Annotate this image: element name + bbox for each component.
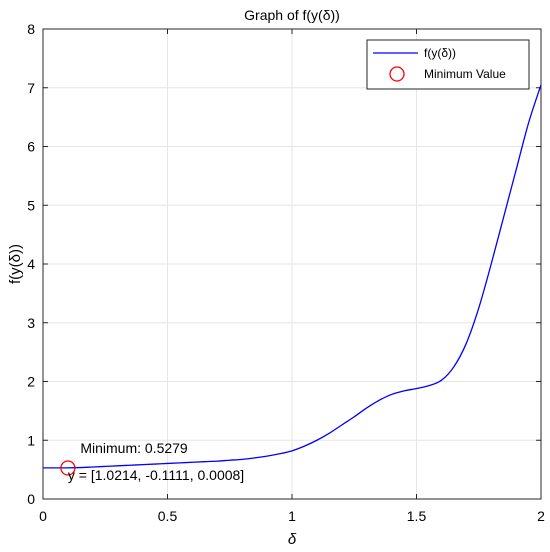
y-tick-label: 6 xyxy=(27,139,35,155)
y-tick-label: 7 xyxy=(27,80,35,96)
y-tick-label: 4 xyxy=(27,256,35,272)
x-tick-label: 1 xyxy=(288,508,296,524)
chart-title: Graph of f(y(δ)) xyxy=(244,7,340,23)
y-tick-label: 3 xyxy=(27,315,35,331)
y-tick-label: 8 xyxy=(27,21,35,37)
annotation-minimum: Minimum: 0.5279 xyxy=(80,440,188,456)
legend-marker-minimum xyxy=(389,66,405,82)
y-axis-label: f(y(δ)) xyxy=(7,244,24,284)
x-axis-label: δ xyxy=(288,531,297,548)
y-tick-label: 1 xyxy=(27,432,35,448)
legend-label-series: f(y(δ)) xyxy=(424,46,456,60)
y-tick-label: 0 xyxy=(27,491,35,507)
x-ticks: 0 0.5 1 1.5 2 xyxy=(39,29,545,524)
x-tick-label: 1.5 xyxy=(407,508,427,524)
x-tick-label: 0.5 xyxy=(158,508,178,524)
plot-border xyxy=(42,28,542,500)
series-group xyxy=(43,84,542,476)
y-tick-label: 5 xyxy=(27,197,35,213)
y-ticks: 0 1 2 3 4 5 6 7 8 xyxy=(27,21,541,507)
x-tick-label: 2 xyxy=(537,508,545,524)
annotation-y-vector: y = [1.0214, -0.1111, 0.0008] xyxy=(68,467,244,483)
x-tick-label: 0 xyxy=(39,508,47,524)
y-tick-label: 2 xyxy=(27,374,35,390)
minimum-marker xyxy=(60,460,76,476)
legend: f(y(δ)) Minimum Value xyxy=(366,39,530,90)
legend-label-minimum: Minimum Value xyxy=(424,67,506,81)
series-line-f xyxy=(43,84,542,469)
